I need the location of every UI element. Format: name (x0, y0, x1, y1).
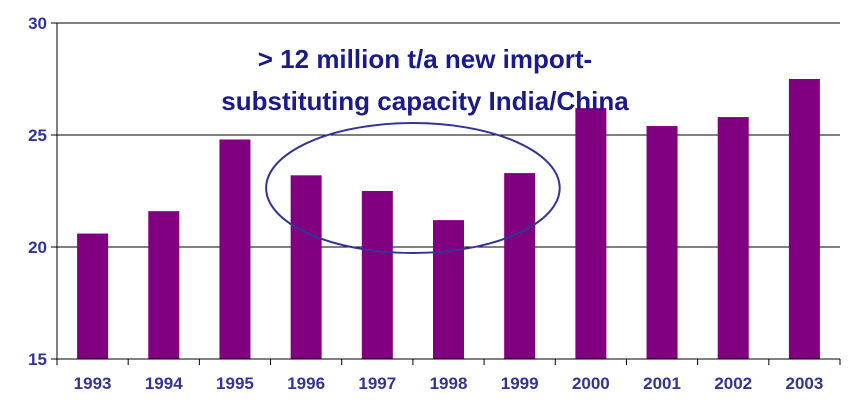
y-tick-label-20: 20 (28, 238, 47, 257)
y-tick-labels: 15 20 25 30 (28, 14, 47, 369)
x-tick-label-1996: 1996 (287, 374, 325, 393)
bar-2002 (717, 117, 749, 359)
bar-1996 (290, 175, 322, 359)
x-tick-label-2003: 2003 (785, 374, 823, 393)
axes (51, 22, 841, 365)
highlight-ellipse (265, 122, 561, 254)
bar-1993 (77, 233, 109, 359)
x-tick-label-2002: 2002 (714, 374, 752, 393)
x-tick-label-2000: 2000 (572, 374, 610, 393)
bar-2003 (788, 79, 820, 359)
bar-1994 (148, 211, 180, 359)
y-tick-label-25: 25 (28, 126, 47, 145)
bar-1998 (433, 220, 464, 359)
x-tick-label-1995: 1995 (216, 374, 254, 393)
x-tick-label-1993: 1993 (74, 374, 112, 393)
bars (77, 79, 820, 360)
bar-1999 (504, 173, 536, 359)
bar-2001 (646, 126, 678, 359)
x-tick-label-1998: 1998 (430, 374, 468, 393)
bar-1995 (219, 139, 251, 359)
annotation-line-1: > 12 million t/a new import- (258, 44, 592, 74)
x-tick-labels: 1993 1994 1995 1996 1997 1998 1999 2000 2001 2002… (74, 374, 824, 393)
annotation-line-2: substituting capacity India/China (221, 86, 629, 116)
x-tick-label-1997: 1997 (358, 374, 396, 393)
x-tick-label-1994: 1994 (145, 374, 183, 393)
bar-1997 (361, 191, 393, 359)
bar-2000 (575, 108, 607, 360)
y-tick-label-30: 30 (28, 14, 47, 33)
y-tick-label-15: 15 (28, 350, 47, 369)
x-tick-label-2001: 2001 (643, 374, 681, 393)
x-tick-label-1999: 1999 (501, 374, 539, 393)
